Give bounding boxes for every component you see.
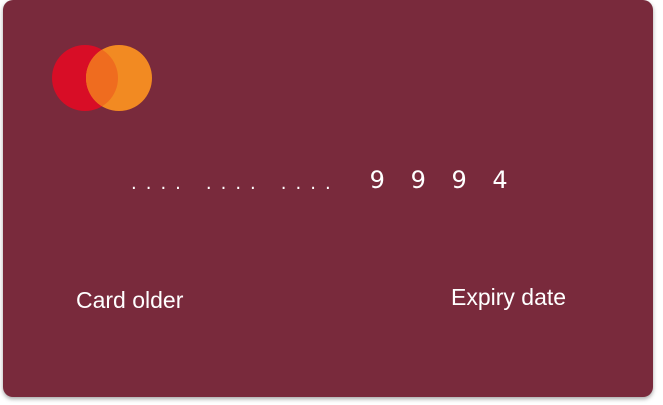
card-number: .... .... .... 9 9 9 4 xyxy=(131,160,551,200)
expiry-date-label: Expiry date xyxy=(451,284,567,310)
logo-overlap xyxy=(86,45,118,111)
mastercard-logo-icon xyxy=(51,44,155,112)
card-number-mask-group-1: .... xyxy=(131,173,190,194)
card-holder-label: Card older xyxy=(76,287,184,313)
card-number-mask-group-2: .... xyxy=(205,173,265,194)
credit-card: .... .... .... 9 9 9 4 Card older Expiry… xyxy=(3,0,653,397)
card-number-mask-group-3: .... xyxy=(280,173,340,194)
card-number-last-four: 9 9 9 4 xyxy=(369,166,517,194)
